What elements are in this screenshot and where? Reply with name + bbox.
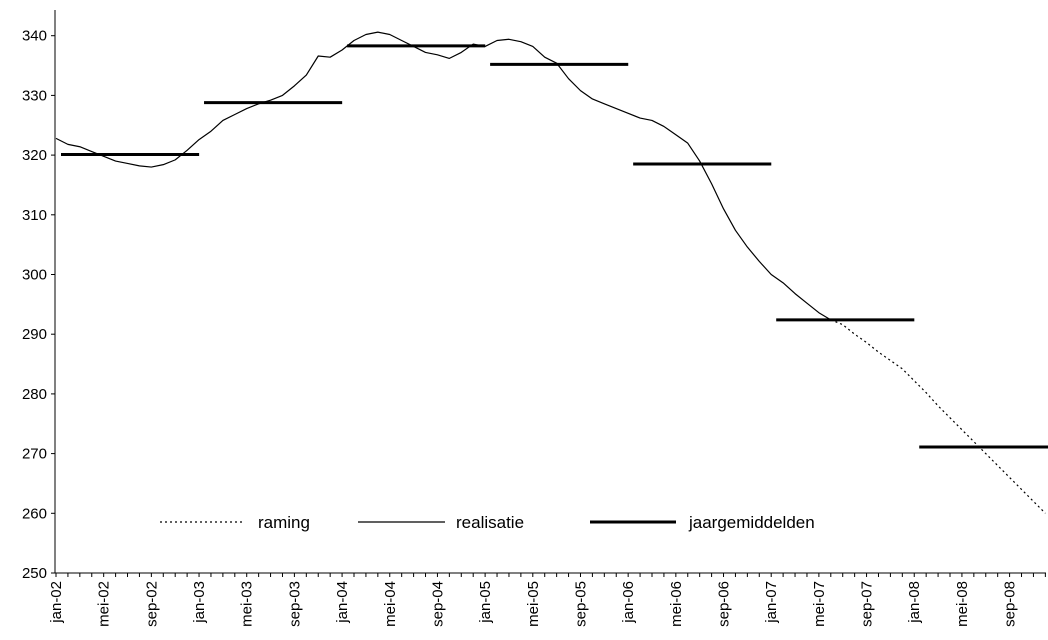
y-tick-label: 320 [22, 147, 47, 164]
x-tick-label: mei-03 [239, 581, 256, 627]
y-tick-label: 310 [22, 207, 47, 224]
x-tick-label: sep-06 [716, 581, 733, 627]
y-tick-label: 280 [22, 386, 47, 403]
x-tick-label: mei-06 [668, 581, 685, 627]
x-tick-label: jan-03 [191, 581, 208, 624]
x-tick-label: sep-02 [143, 581, 160, 627]
x-tick-label: jan-08 [906, 581, 923, 624]
x-tick-label: jan-07 [763, 581, 780, 624]
x-tick-label: mei-08 [954, 581, 971, 627]
x-tick-label: jan-06 [620, 581, 637, 624]
series-line-raming [830, 319, 1046, 514]
x-tick-label: sep-05 [572, 581, 589, 627]
legend-label-realisatie: realisatie [456, 513, 524, 532]
x-tick-label: jan-04 [334, 581, 351, 624]
x-tick-label: jan-05 [477, 581, 494, 624]
x-tick-label: mei-05 [525, 581, 542, 627]
series-group [55, 31, 1048, 514]
x-tick-label: sep-03 [286, 581, 303, 627]
legend: raming realisatie jaargemiddelden [160, 513, 815, 532]
x-tick-label: sep-07 [859, 581, 876, 627]
y-tick-label: 270 [22, 446, 47, 463]
tick-labels-group: 250 260 270 280 290 300 310 320 330 340 jan-02 mei-… [22, 28, 1019, 627]
x-tick-label: sep-04 [429, 581, 446, 627]
y-tick-label: 300 [22, 267, 47, 284]
axes-group [51, 10, 1046, 577]
legend-label-jaargemiddelden: jaargemiddelden [688, 513, 815, 532]
y-tick-label: 250 [22, 565, 47, 582]
y-tick-label: 340 [22, 28, 47, 45]
y-tick-label: 260 [22, 505, 47, 522]
x-tick-label: sep-08 [1002, 581, 1019, 627]
x-tick-label: mei-07 [811, 581, 828, 627]
y-tick-label: 330 [22, 87, 47, 104]
x-tick-label: mei-04 [382, 581, 399, 627]
x-tick-label: mei-02 [96, 581, 113, 627]
series-line-realisatie [55, 31, 832, 321]
x-tick-label: jan-02 [48, 581, 65, 624]
legend-label-raming: raming [258, 513, 310, 532]
y-tick-label: 290 [22, 326, 47, 343]
